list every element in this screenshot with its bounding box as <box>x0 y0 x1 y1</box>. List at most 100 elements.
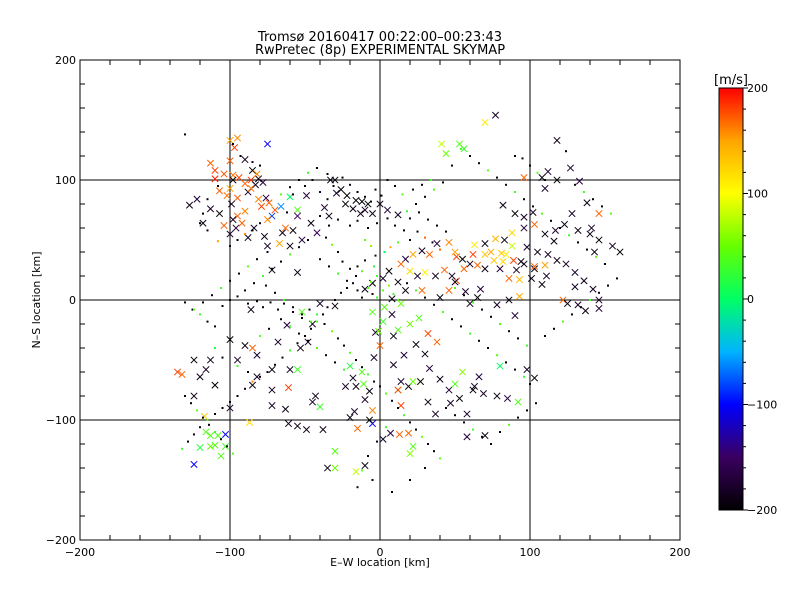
data-point-cross <box>331 464 339 472</box>
data-point-dot <box>280 193 282 196</box>
data-point-dot <box>251 380 254 383</box>
data-point-cross <box>463 410 471 418</box>
data-point-cross <box>289 226 297 234</box>
data-point-cross <box>349 374 357 382</box>
data-point-dot <box>499 323 501 325</box>
data-point-dot <box>221 356 224 359</box>
data-point-dot <box>376 440 378 443</box>
data-point-dot <box>217 185 219 187</box>
data-point-dot <box>301 317 303 319</box>
data-point-dot <box>308 308 311 311</box>
data-point-dot <box>211 294 213 297</box>
data-point-dot <box>409 217 411 220</box>
data-point-cross <box>589 285 597 293</box>
data-point-dot <box>220 438 222 441</box>
data-point-dot <box>229 279 231 282</box>
data-point-cross <box>404 429 413 437</box>
data-point-dot <box>214 431 216 433</box>
data-point-cross <box>215 210 224 218</box>
data-point-cross <box>544 250 552 258</box>
data-point-cross <box>517 258 525 266</box>
data-point-cross <box>352 382 360 390</box>
data-point-dot <box>607 284 609 287</box>
data-point-cross <box>512 266 521 274</box>
data-point-dot <box>292 193 294 196</box>
data-point-dot <box>337 251 339 253</box>
data-point-dot <box>514 191 516 193</box>
data-point-cross <box>445 386 453 394</box>
data-point-dot <box>208 423 210 426</box>
data-point-dot <box>331 243 333 246</box>
data-point-cross <box>196 444 204 452</box>
data-point-cross <box>595 210 603 218</box>
data-point-dot <box>304 185 306 187</box>
data-point-cross <box>358 198 366 206</box>
data-point-cross <box>406 267 414 275</box>
data-point-dot <box>356 191 359 193</box>
data-point-dot <box>385 426 387 429</box>
data-point-dot <box>244 387 246 390</box>
data-point-cross <box>451 380 459 388</box>
data-point-dot <box>415 289 417 292</box>
data-point-cross <box>508 242 516 250</box>
data-point-cross <box>397 378 405 386</box>
data-point-dot <box>283 302 285 305</box>
data-point-cross <box>442 150 450 158</box>
data-point-dot <box>364 239 366 241</box>
data-point-dot <box>598 291 600 294</box>
data-point-cross <box>455 394 464 402</box>
data-point-cross <box>226 404 234 412</box>
data-point-cross <box>350 408 359 416</box>
data-point-cross <box>508 229 516 237</box>
data-point-dot <box>356 265 359 268</box>
data-point-dot <box>536 171 539 174</box>
data-point-dot <box>371 479 374 481</box>
data-point-cross <box>452 253 461 261</box>
data-point-dot <box>421 435 423 438</box>
data-point-dot <box>383 251 386 253</box>
data-point-cross <box>437 140 446 148</box>
data-point-dot <box>262 306 264 309</box>
data-point-cross <box>293 212 302 220</box>
data-point-dot <box>376 275 378 277</box>
data-point-cross <box>283 321 291 329</box>
data-point-dot <box>280 318 282 321</box>
data-point-dot <box>349 183 351 186</box>
data-point-dot <box>349 267 351 270</box>
data-point-dot <box>604 263 606 265</box>
data-point-cross <box>595 236 603 244</box>
data-point-cross <box>574 226 582 234</box>
data-point-dot <box>217 240 219 243</box>
data-point-cross <box>293 206 302 214</box>
data-point-dot <box>412 188 414 191</box>
data-point-cross <box>185 201 194 209</box>
data-point-dot <box>499 431 501 433</box>
data-point-cross <box>470 382 479 390</box>
data-point-dot <box>232 143 234 145</box>
data-point-cross <box>481 250 489 258</box>
data-point-cross <box>308 398 317 406</box>
data-point-dot <box>529 383 531 385</box>
data-point-cross <box>359 380 368 388</box>
data-point-cross <box>395 430 404 438</box>
data-point-dot <box>451 164 453 167</box>
data-point-dot <box>331 330 333 333</box>
data-point-cross <box>493 301 501 309</box>
y-tick-label: −100 <box>46 414 76 427</box>
data-point-cross <box>253 351 261 359</box>
data-point-dot <box>487 347 489 349</box>
data-point-cross <box>469 386 477 394</box>
data-point-cross <box>341 382 350 390</box>
data-point-dot <box>394 185 396 187</box>
data-point-cross <box>325 212 333 220</box>
data-point-dot <box>373 265 375 268</box>
data-point-dot <box>266 371 269 373</box>
data-point-cross <box>461 288 470 296</box>
data-point-dot <box>391 491 393 493</box>
data-point-cross <box>458 255 467 263</box>
data-point-cross <box>418 247 426 255</box>
data-point-dot <box>562 320 564 323</box>
data-point-dot <box>202 416 204 419</box>
data-point-cross <box>190 356 198 364</box>
data-point-cross <box>365 416 374 424</box>
